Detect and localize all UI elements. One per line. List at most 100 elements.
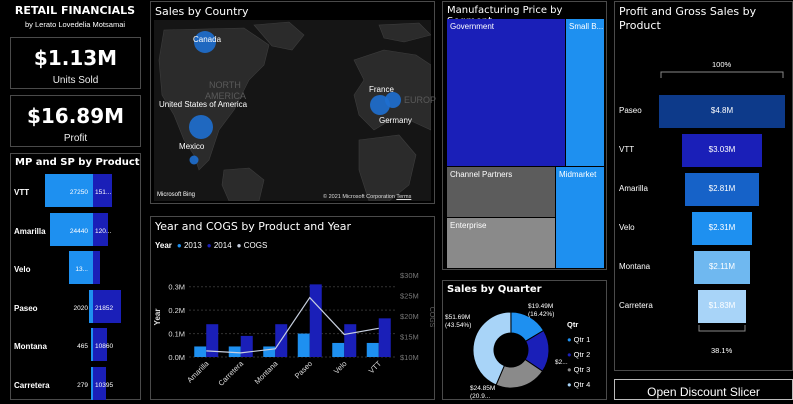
mp-value: 24440: [69, 227, 88, 235]
mp-value: 27250: [69, 189, 88, 196]
report-subtitle: by Lerato Lovedelia Motsamai: [24, 20, 126, 29]
legend-item-qtr2[interactable]: ● Qtr 2: [567, 350, 591, 359]
funnel-bar[interactable]: [659, 95, 785, 128]
bar-2014: [344, 324, 357, 357]
y-tick-label: 0.2M: [168, 306, 185, 315]
kpi-label: Units Sold: [52, 75, 99, 86]
kpi-card-units-sold: $1.13M Units Sold: [10, 37, 141, 89]
mp-sp-chart[interactable]: MP and SP by Product VTT 27250 151... Amari…: [10, 153, 141, 400]
sp-bar[interactable]: [93, 289, 121, 323]
bar-2014: [378, 318, 391, 357]
legend-item-2013[interactable]: ● 2013: [176, 241, 202, 250]
y2-tick-label: $25M: [400, 292, 419, 301]
donut-plot: [472, 311, 550, 389]
legend-item-qtr4[interactable]: ● Qtr 4: [567, 380, 591, 389]
map-label-germany: Germany: [379, 116, 412, 125]
funnel-bar[interactable]: [684, 173, 760, 206]
sp-value: 21852: [95, 304, 114, 312]
open-discount-slicer-button[interactable]: Open Discount Slicer: [614, 379, 793, 400]
funnel-product-label: Carretera: [619, 301, 653, 310]
sales-by-country-map[interactable]: Sales by Country Canada United States of…: [150, 1, 436, 204]
mp-bar[interactable]: [45, 174, 93, 207]
combo-plot: 0.3M 0.2M 0.1M 0.0M $30M $25M $20M $15M $10M Year…: [153, 271, 435, 388]
treemap-tile-small-business[interactable]: Small B...: [566, 19, 604, 166]
chart-title: Profit and Gross Sales by Product: [619, 5, 757, 32]
year-cogs-combo-chart[interactable]: Year and COGS by Product and Year Year ●…: [150, 216, 435, 400]
sp-bar[interactable]: [93, 366, 107, 400]
funnel-bar[interactable]: [691, 212, 753, 245]
y2-tick-label: $20M: [400, 312, 419, 321]
cogs-line: [206, 296, 379, 354]
kpi-card-profit: $16.89M Profit: [10, 95, 141, 147]
chart-title: Sales by Quarter: [447, 284, 542, 295]
bar-2013: [228, 346, 241, 357]
map-terms-link[interactable]: Terms: [396, 194, 412, 200]
quarter-legend: Qtr ● Qtr 1 ● Qtr 2 ● Qtr 3 ● Qtr 4: [567, 317, 590, 392]
donut-label-q3: $24.85M (20.9...: [470, 385, 496, 400]
bubble-canada: [194, 31, 216, 53]
product-label: Velo: [14, 265, 31, 274]
sp-bar[interactable]: [93, 251, 101, 284]
mp-bar[interactable]: [49, 212, 93, 246]
bar-2014: [240, 335, 253, 357]
map-region-label: AMERICA: [205, 91, 247, 101]
y2-tick-label: $10M: [400, 353, 419, 362]
donut-label-q2: $2...: [555, 359, 568, 366]
map-label-usa: United States of America: [159, 100, 248, 109]
bar-2013: [332, 342, 345, 357]
world-map: [154, 20, 431, 201]
funnel-product-label: Amarilla: [619, 184, 648, 193]
treemap-tile-enterprise[interactable]: Enterprise: [447, 218, 555, 268]
y-axis-label: Year: [153, 309, 162, 326]
donut-slice[interactable]: [472, 311, 512, 386]
sales-by-quarter-donut[interactable]: Sales by Quarter $19.49M (16.42%) $51.69M…: [442, 280, 607, 400]
x-tick-label: Montana: [253, 358, 281, 386]
north-america-landmass: [158, 27, 270, 171]
treemap-tile-channel-partners[interactable]: Channel Partners: [447, 167, 555, 217]
y2-tick-label: $30M: [400, 271, 419, 280]
mp-bar[interactable]: [69, 251, 93, 284]
y2-tick-label: $15M: [400, 333, 419, 342]
legend-item-2014[interactable]: ● 2014: [206, 241, 232, 250]
product-label: Carretera: [14, 380, 50, 390]
profit-gross-sales-funnel[interactable]: Profit and Gross Sales by Product 100% P…: [614, 1, 793, 371]
funnel-value: $4.8M: [710, 106, 734, 115]
donut-label-q4: $51.69M (43.54%): [445, 314, 472, 329]
mp-bar[interactable]: [91, 366, 93, 400]
legend-item-qtr1[interactable]: ● Qtr 1: [567, 335, 591, 344]
funnel-bracket-bottom: [698, 325, 746, 332]
map-label-mexico: Mexico: [179, 142, 205, 151]
mp-bar[interactable]: [89, 289, 93, 323]
treemap-tile-government[interactable]: Government: [447, 19, 565, 166]
sp-value: 120...: [95, 227, 112, 235]
manufacturing-price-treemap[interactable]: Manufacturing Price by Segment Governmen…: [442, 1, 607, 270]
bubble-mexico: [189, 155, 199, 165]
map-label-france: France: [369, 85, 394, 94]
y-tick-label: 0.0M: [168, 353, 185, 362]
map-label-canada: Canada: [193, 35, 222, 44]
funnel-bar[interactable]: [682, 134, 762, 167]
funnel-bar[interactable]: [694, 251, 750, 284]
y-tick-label: 0.3M: [168, 283, 185, 292]
funnel-bar[interactable]: [698, 290, 746, 323]
chart-title: Year and COGS by Product and Year: [155, 220, 352, 233]
legend-item-qtr3[interactable]: ● Qtr 3: [567, 365, 591, 374]
bubble-germany: [385, 92, 401, 108]
mp-bar[interactable]: [91, 328, 93, 361]
treemap-tile-midmarket[interactable]: Midmarket: [556, 167, 604, 268]
funnel-value: $1.83M: [708, 301, 736, 310]
sp-bar[interactable]: [93, 212, 109, 246]
mp-value: 279: [77, 381, 88, 389]
funnel-value: $2.81M: [708, 184, 736, 193]
title-block: RETAIL FINANCIALS by Lerato Lovedelia Mo…: [10, 4, 140, 36]
x-tick-label: Carretera: [216, 358, 245, 387]
kpi-value: $1.13M: [33, 46, 118, 70]
bar-2013: [263, 346, 276, 357]
sp-bar[interactable]: [93, 174, 113, 207]
y-tick-label: 0.1M: [168, 330, 185, 339]
sp-bar[interactable]: [93, 328, 107, 361]
legend-item-cogs[interactable]: ● COGS: [236, 241, 268, 250]
x-tick-label: VTT: [367, 359, 384, 376]
bar-2013: [297, 333, 310, 357]
x-tick-label: Amarilla: [185, 358, 211, 384]
